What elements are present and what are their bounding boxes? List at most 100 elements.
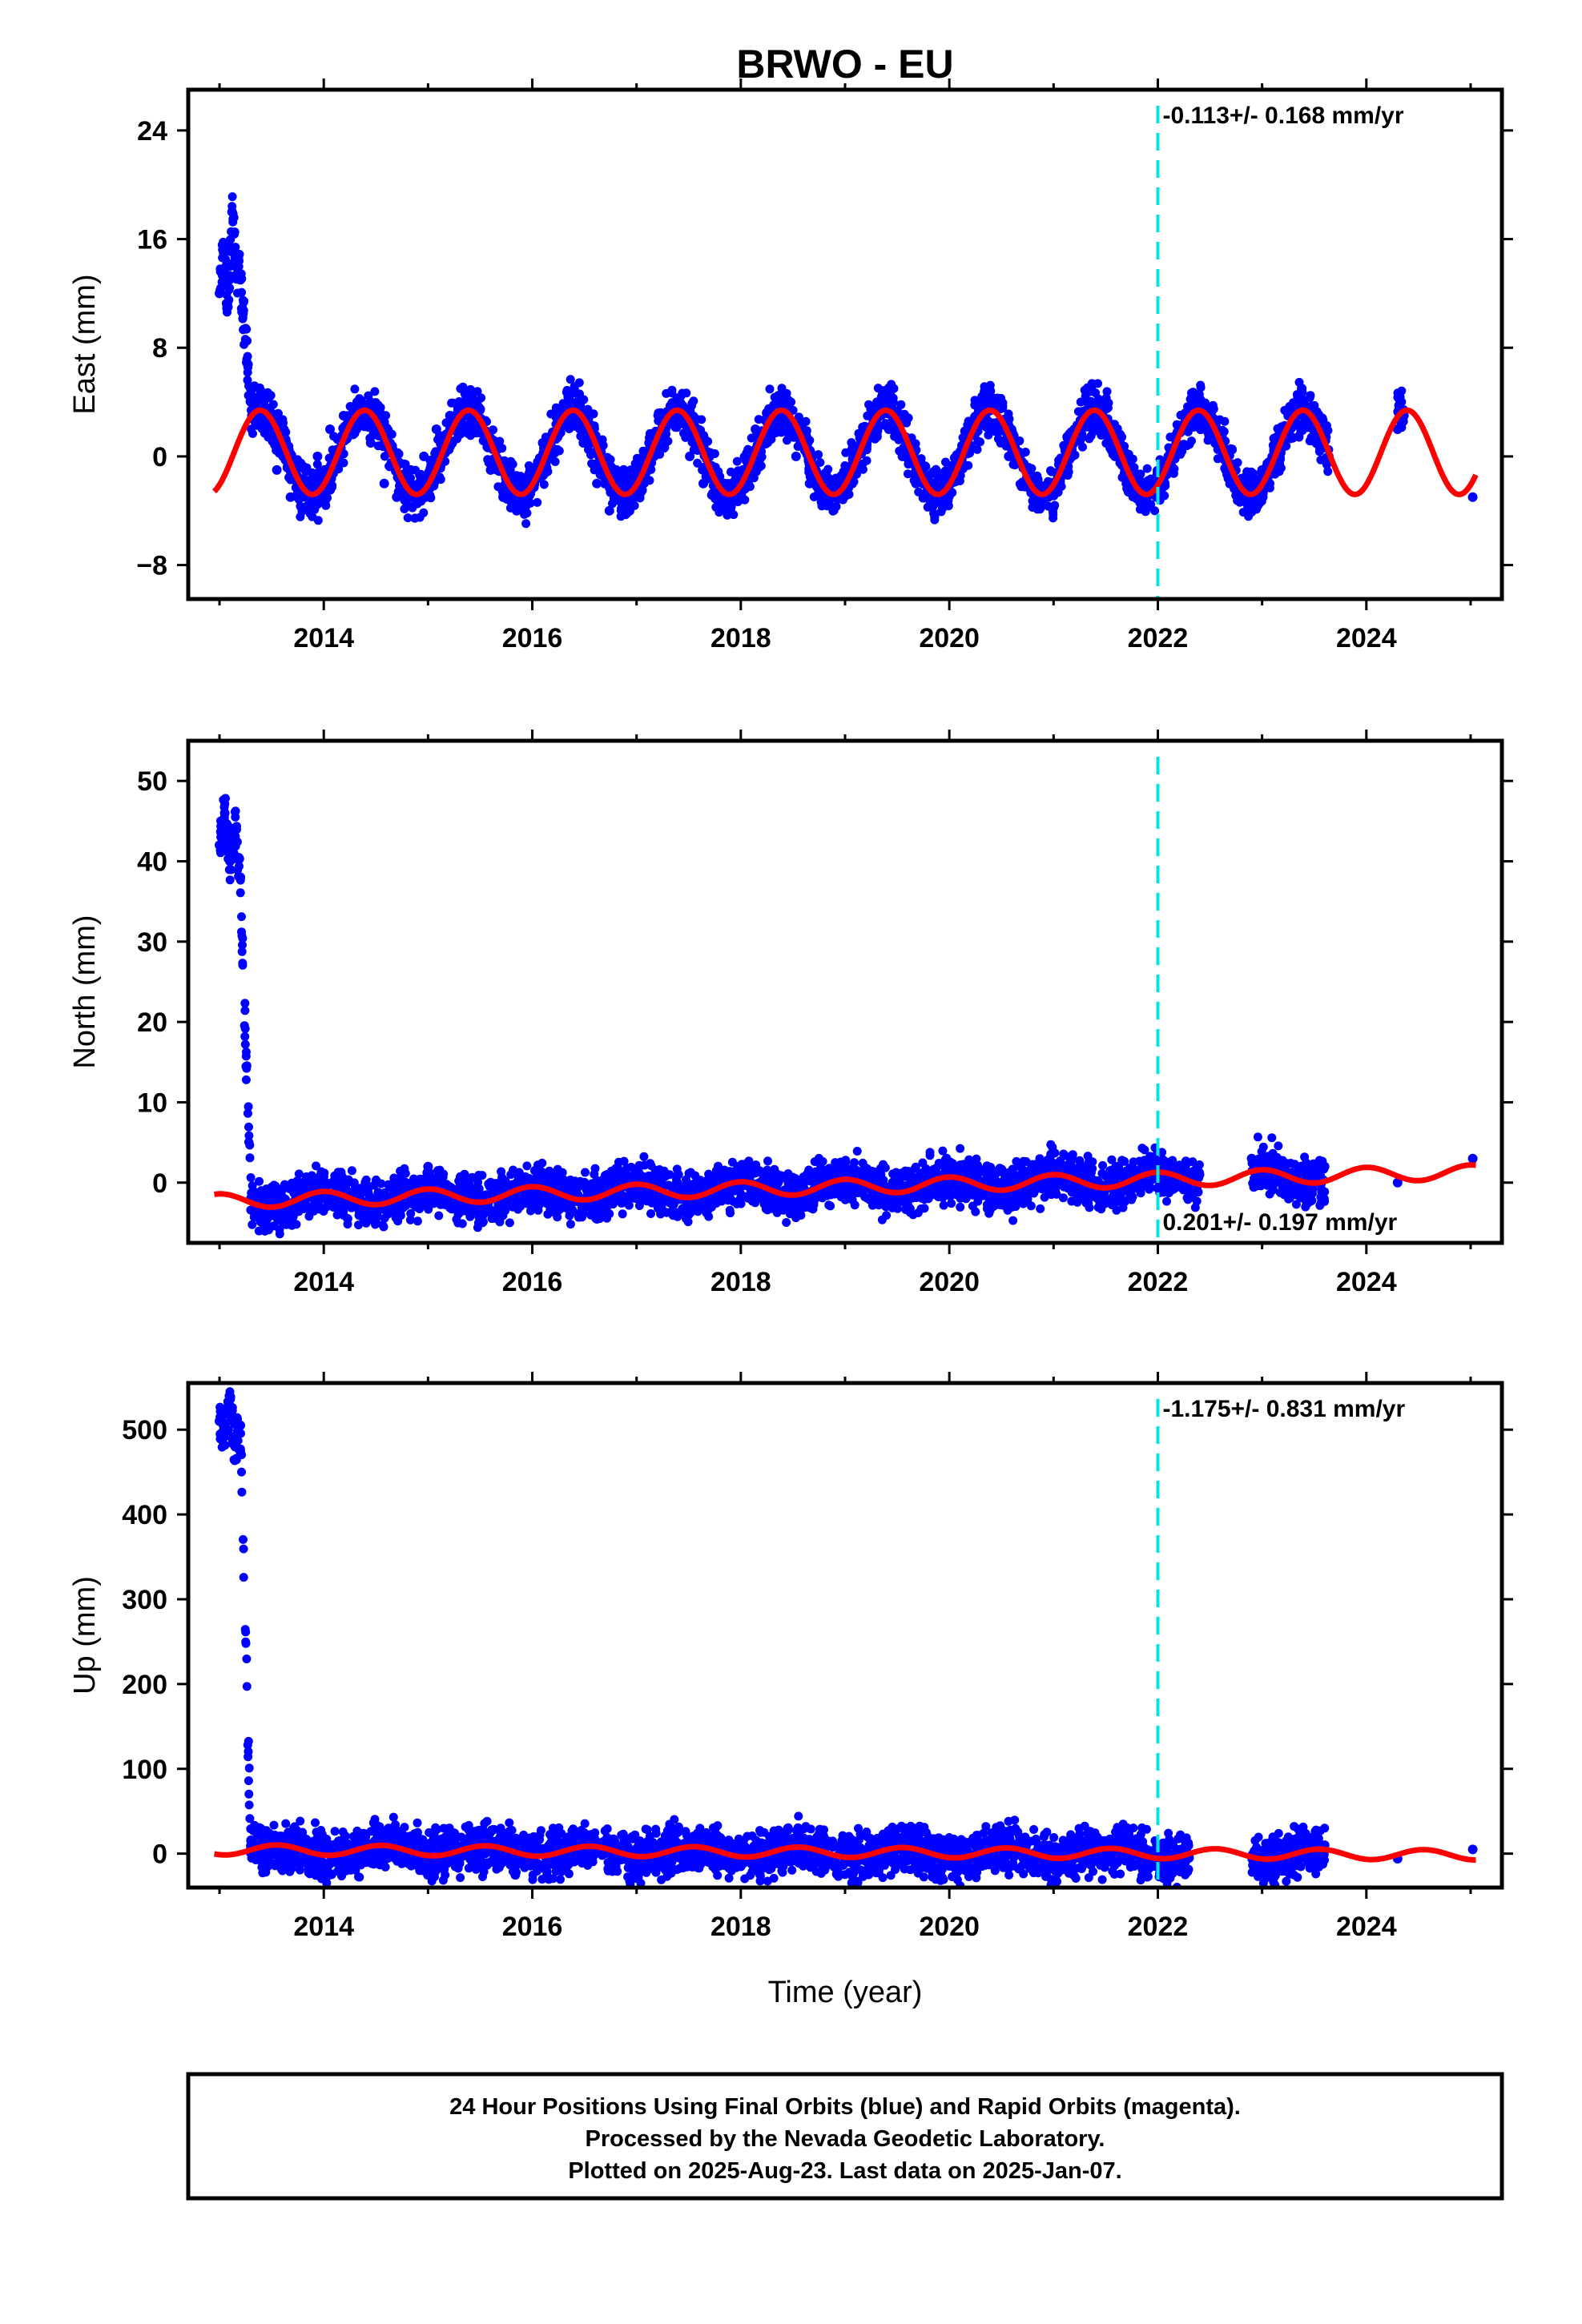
- east-data-point: [1097, 424, 1107, 434]
- east-sample-point: [273, 408, 283, 418]
- east-sample-point: [757, 452, 767, 461]
- east-sample-point: [964, 460, 973, 470]
- east-sample-point: [1314, 447, 1324, 456]
- east-sample-point: [862, 456, 872, 465]
- east-sample-point: [393, 448, 402, 457]
- east-data-point: [352, 397, 362, 408]
- east-sample-point: [494, 441, 504, 450]
- north-sample-point: [286, 1208, 296, 1217]
- north-sample-point: [315, 1204, 324, 1214]
- east-sample-point: [586, 450, 595, 460]
- north-sample-point: [456, 1172, 465, 1181]
- north-sample-point: [423, 1196, 433, 1204]
- east-sample-point: [805, 436, 815, 445]
- north-sample-point: [244, 1137, 253, 1147]
- east-sample-point: [364, 391, 373, 400]
- north-sample-point: [581, 1168, 590, 1177]
- north-sample-point: [530, 1195, 540, 1204]
- east-sample-point: [227, 192, 237, 202]
- east-sample-point: [1323, 426, 1333, 435]
- east-sample-point: [381, 411, 391, 420]
- east-sample-point: [542, 463, 552, 472]
- east-sample-point: [268, 400, 278, 409]
- north-sample-point: [541, 1177, 550, 1187]
- east-sample-point: [1285, 434, 1294, 444]
- east-sample-point: [380, 417, 389, 427]
- east-data-point: [458, 397, 469, 408]
- east-sample-point: [1179, 440, 1189, 449]
- east-sample-point: [801, 416, 811, 426]
- east-sample-point: [547, 454, 557, 464]
- north-sample-point: [240, 1039, 250, 1049]
- north-plot-area: [212, 794, 1478, 1239]
- east-sample-point: [997, 398, 1007, 408]
- east-sample-point: [823, 464, 833, 474]
- east-sample-point: [419, 508, 429, 517]
- east-sample-point: [412, 497, 421, 507]
- north-sample-point: [655, 1196, 665, 1206]
- north-sample-point: [470, 1186, 479, 1196]
- north-sample-point: [343, 1214, 352, 1224]
- north-sample-point: [330, 1180, 340, 1189]
- east-sample-point: [726, 505, 735, 514]
- east-sample-point: [740, 485, 750, 494]
- east-sample-point: [1102, 404, 1112, 413]
- north-panel: 2014 2016 2018 2020 2022 202401020304050North…: [68, 730, 1513, 1297]
- east-sample-point: [727, 483, 736, 492]
- east-plot-area: [212, 192, 1479, 529]
- east-data-point: [325, 424, 335, 434]
- east-sample-point: [681, 432, 690, 442]
- east-sample-point: [465, 384, 475, 394]
- east-sample-point: [400, 505, 409, 513]
- north-sample-point: [478, 1217, 488, 1227]
- east-y-tick-label: −8: [136, 551, 167, 581]
- north-sample-point: [618, 1209, 627, 1219]
- east-sample-point: [751, 467, 761, 476]
- north-sample-point: [330, 1171, 340, 1180]
- north-sample-point: [271, 1212, 280, 1221]
- east-sample-point: [533, 497, 542, 507]
- east-sample-point: [890, 432, 900, 441]
- north-sample-point: [434, 1211, 444, 1220]
- east-x-tick-label: 2014: [293, 623, 354, 653]
- east-sample-point: [663, 436, 673, 446]
- east-data-point: [485, 464, 496, 475]
- east-sample-point: [873, 384, 883, 393]
- east-sample-point: [769, 400, 779, 410]
- east-data-point: [1004, 451, 1014, 461]
- east-sample-point: [521, 519, 531, 529]
- east-sample-point: [270, 440, 280, 450]
- east-sample-point: [237, 287, 247, 297]
- east-sample-point: [928, 467, 938, 476]
- east-data-point: [379, 478, 389, 489]
- east-data-point: [338, 411, 348, 420]
- north-sample-point: [241, 1051, 251, 1061]
- east-data-point: [884, 424, 894, 434]
- north-sample-point: [597, 1200, 606, 1209]
- north-sample-point: [233, 854, 243, 864]
- east-sample-point: [403, 513, 413, 523]
- east-sample-point: [872, 428, 882, 438]
- east-rate-label: -0.113+/- 0.168 mm/yr: [1162, 103, 1403, 129]
- east-sample-point: [263, 388, 272, 397]
- north-sample-point: [308, 1172, 318, 1182]
- east-sample-point: [234, 253, 244, 263]
- east-sample-point: [1204, 431, 1214, 440]
- north-sample-point: [241, 1075, 251, 1084]
- east-sample-point: [662, 429, 671, 439]
- east-sample-point: [539, 480, 549, 489]
- east-sample-point: [1248, 468, 1258, 478]
- east-data-point: [392, 492, 402, 502]
- north-sample-point: [240, 1031, 250, 1041]
- east-sample-point: [368, 429, 378, 439]
- east-sample-point: [370, 387, 380, 396]
- north-sample-point: [246, 1173, 256, 1182]
- east-sample-point: [1165, 432, 1175, 442]
- east-sample-point: [756, 461, 766, 471]
- east-sample-point: [878, 390, 888, 399]
- east-sample-point: [863, 411, 872, 420]
- east-data-point: [272, 464, 282, 475]
- east-sample-point: [970, 396, 980, 405]
- north-sample-point: [231, 806, 240, 816]
